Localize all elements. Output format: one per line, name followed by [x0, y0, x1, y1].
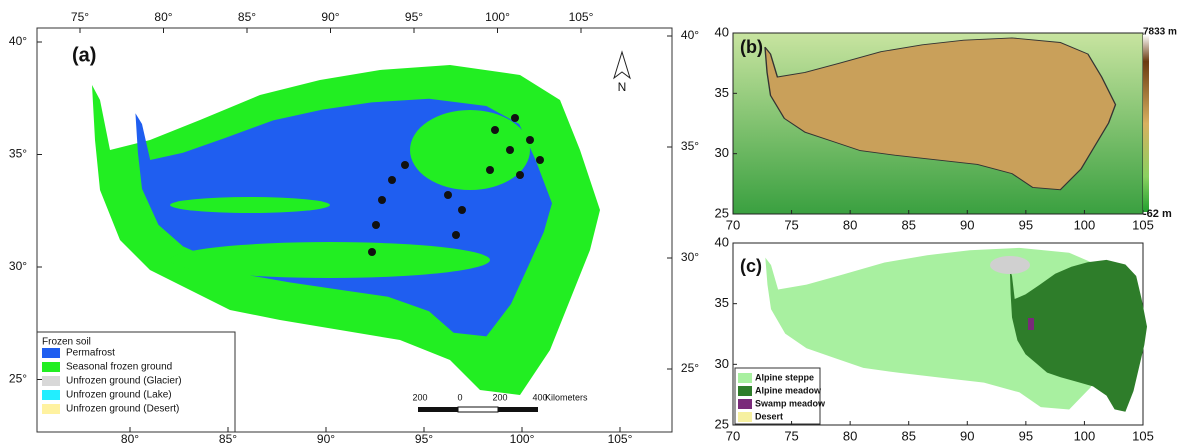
x-tick-label: 95 — [1019, 428, 1033, 443]
legend-label: Permafrost — [66, 348, 115, 359]
graticule-label: 85° — [238, 10, 256, 24]
x-tick-label: 85 — [901, 217, 915, 232]
scale-bar — [418, 406, 538, 413]
graticule-label: 40° — [681, 28, 699, 42]
graticule-label: 25° — [681, 361, 699, 375]
y-tick-label: 30 — [715, 145, 729, 160]
graticule-label: 90° — [317, 432, 335, 446]
x-tick-label: 75 — [784, 217, 798, 232]
colorbar-max: 7833 m — [1143, 27, 1177, 38]
legend-swatch — [42, 376, 60, 386]
graticule-label: 75° — [71, 10, 89, 24]
x-tick-label: 85 — [901, 428, 915, 443]
y-tick-label: 40 — [715, 234, 729, 249]
scale-label: 0 — [457, 392, 462, 402]
graticule-label: 100° — [510, 432, 535, 446]
graticule-label: 90° — [321, 10, 339, 24]
graticule-label: 80° — [154, 10, 172, 24]
legend-box — [36, 331, 236, 433]
north-arrow — [613, 50, 631, 80]
x-tick-label: 75 — [784, 428, 798, 443]
legend-label: Unfrozen ground (Glacier) — [66, 376, 182, 387]
graticule-label: 85° — [219, 432, 237, 446]
y-tick-label: 35 — [715, 295, 729, 310]
graticule-label: 30° — [9, 259, 27, 273]
legend-swatch — [738, 412, 752, 422]
desert-patch — [990, 256, 1030, 274]
graticule-label: 30° — [681, 250, 699, 264]
scale-label: 400 — [532, 392, 547, 402]
graticule-label: 80° — [121, 432, 139, 446]
legend-label: Unfrozen ground (Lake) — [66, 390, 172, 401]
x-tick-label: 105 — [1132, 428, 1154, 443]
x-tick-label: 70 — [726, 428, 740, 443]
graticule-label: 25° — [9, 372, 27, 386]
seasonal-patches — [170, 110, 530, 278]
y-tick-label: 25 — [715, 205, 729, 220]
graticule-label: 95° — [405, 10, 423, 24]
graticule-label: 40° — [9, 34, 27, 48]
legend-swatch — [42, 362, 60, 372]
y-tick-label: 40 — [715, 24, 729, 39]
legend-swatch — [738, 386, 752, 396]
graticule-label: 35° — [9, 147, 27, 161]
x-tick-label: 100 — [1074, 217, 1096, 232]
x-tick-label: 80 — [843, 217, 857, 232]
legend-swatch — [42, 348, 60, 358]
graticule-label: 100° — [485, 10, 510, 24]
graticule-label: 105° — [608, 432, 633, 446]
legend-title: Frozen soil — [42, 337, 91, 348]
panel-label: (a) — [72, 44, 96, 66]
legend-label: Seasonal frozen ground — [66, 362, 172, 373]
legend-label: Alpine steppe — [755, 372, 814, 382]
legend-swatch — [738, 399, 752, 409]
panel-label: (c) — [740, 256, 762, 276]
legend-label: Desert — [755, 411, 783, 421]
legend-swatch — [738, 373, 752, 383]
graticule-label: 95° — [415, 432, 433, 446]
y-tick-label: 25 — [715, 416, 729, 431]
x-tick-label: 105 — [1132, 217, 1154, 232]
x-tick-label: 90 — [960, 217, 974, 232]
graticule-label: 105° — [569, 10, 594, 24]
legend-swatch — [42, 390, 60, 400]
colorbar — [1143, 35, 1149, 212]
swamp-patch — [1028, 318, 1034, 330]
y-tick-label: 35 — [715, 85, 729, 100]
scale-unit: Kilometers — [545, 392, 588, 402]
legend-swatch — [42, 404, 60, 414]
x-tick-label: 90 — [960, 428, 974, 443]
x-tick-label: 70 — [726, 217, 740, 232]
legend-label: Swamp meadow — [755, 398, 826, 408]
x-tick-label: 80 — [843, 428, 857, 443]
legend-label: Alpine meadow — [755, 385, 822, 395]
x-tick-label: 95 — [1019, 217, 1033, 232]
scale-label: 200 — [412, 392, 427, 402]
y-tick-label: 30 — [715, 356, 729, 371]
sample-sites — [368, 114, 544, 256]
scale-label: 200 — [492, 392, 507, 402]
colorbar-min: -62 m — [1143, 208, 1172, 220]
x-tick-label: 100 — [1074, 428, 1096, 443]
panel-label: (b) — [740, 37, 763, 57]
graticule-label: 35° — [681, 139, 699, 153]
north-label: N — [618, 80, 627, 94]
legend-label: Unfrozen ground (Desert) — [66, 404, 179, 415]
